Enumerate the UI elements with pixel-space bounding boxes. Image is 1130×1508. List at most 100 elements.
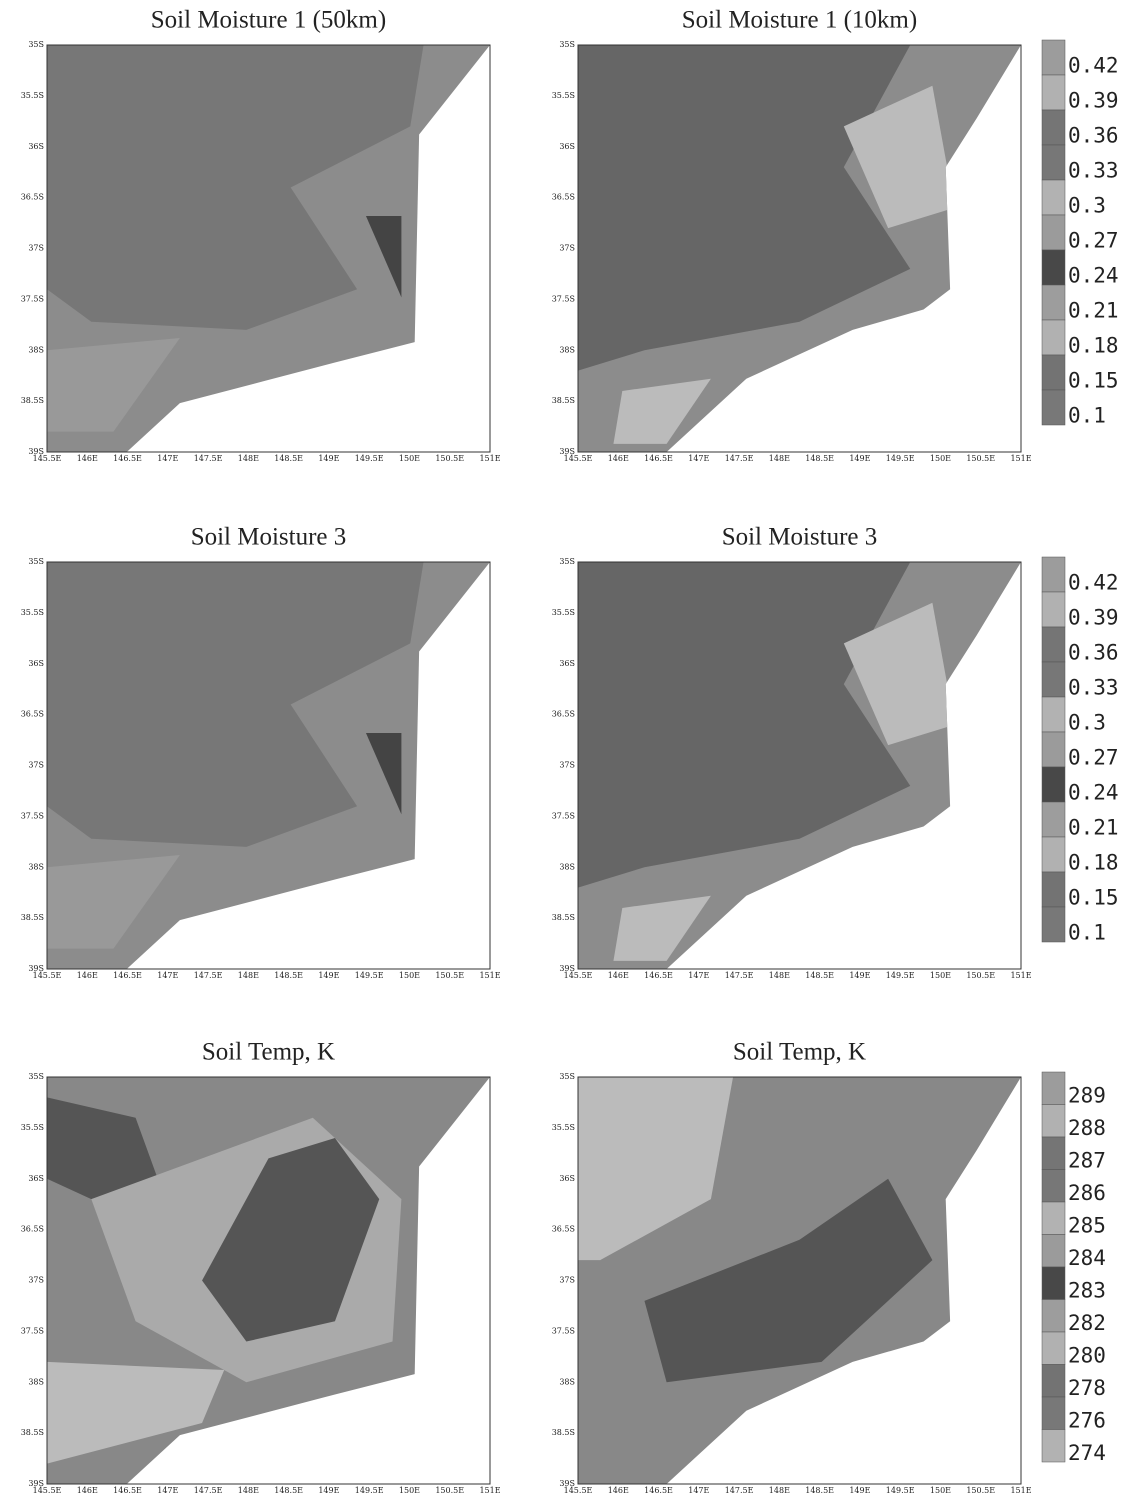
y-tick-label: 38.5S: [552, 396, 575, 405]
x-tick-label: 150.5E: [966, 1486, 995, 1495]
x-tick-label: 149E: [318, 971, 339, 980]
colorbar-label: 288: [1068, 1116, 1106, 1140]
plot-frame: [577, 44, 1022, 453]
x-tick-label: 147E: [688, 1486, 709, 1495]
colorbar-label: 0.33: [1068, 158, 1119, 182]
y-tick-label: 39S: [559, 447, 575, 456]
x-tick-label: 149.5E: [355, 1486, 384, 1495]
colorbar-label: 0.42: [1068, 570, 1119, 594]
y-tick-label: 38S: [28, 862, 44, 871]
y-tick-label: 36.5S: [552, 193, 575, 202]
y-tick-label: 35.5S: [21, 91, 44, 100]
colorbar-label: 284: [1068, 1246, 1106, 1270]
x-tick-label: 148.5E: [805, 971, 834, 980]
colorbar-segment: [1041, 179, 1066, 216]
contours: [47, 1097, 402, 1464]
x-tick-label: 148E: [769, 454, 790, 463]
plot-frame: [577, 561, 1022, 970]
colorbar-segment: [1041, 731, 1066, 768]
y-tick-label: 35.5S: [21, 608, 44, 617]
x-tick-label: 146.5E: [644, 454, 673, 463]
x-tick-label: 146E: [77, 971, 98, 980]
colorbar-segment: [1041, 1364, 1066, 1398]
x-tick-label: 148.5E: [805, 1486, 834, 1495]
contours: [578, 562, 955, 961]
x-tick-label: 146E: [608, 1486, 629, 1495]
y-tick-label: 35.5S: [552, 1123, 575, 1132]
colorbar-label: 0.36: [1068, 123, 1119, 147]
x-tick-label: 148.5E: [805, 454, 834, 463]
colorbar-segment: [1041, 906, 1066, 943]
contour-region: [644, 1178, 933, 1383]
y-tick-label: 36S: [28, 142, 44, 151]
x-tick-label: 148E: [238, 454, 259, 463]
colorbar-label: 0.15: [1068, 885, 1119, 909]
colorbar-segment: [1041, 591, 1066, 628]
y-tick-label: 36.5S: [552, 1225, 575, 1234]
y-tick-label: 36S: [28, 1174, 44, 1183]
x-tick-label: 147.5E: [725, 454, 754, 463]
x-tick-label: 147.5E: [194, 454, 223, 463]
x-tick-label: 148E: [769, 971, 790, 980]
y-tick-label: 35S: [28, 557, 44, 566]
colorbar-label: 276: [1068, 1408, 1106, 1432]
panel-title: Soil Moisture 3: [191, 524, 347, 551]
colorbar-segment: [1041, 626, 1066, 663]
colorbar-segment: [1041, 214, 1066, 251]
x-tick-label: 150E: [930, 454, 951, 463]
y-tick-label: 38.5S: [21, 396, 44, 405]
colorbar-segment: [1041, 1429, 1066, 1463]
y-tick-label: 35S: [559, 557, 575, 566]
x-tick-label: 150.5E: [966, 454, 995, 463]
contour-region: [47, 1361, 225, 1464]
colorbar-label: 0.1: [1068, 920, 1106, 944]
x-tick-label: 145.5E: [33, 1486, 62, 1495]
y-tick-label: 35S: [28, 1072, 44, 1081]
x-tick-label: 149.5E: [886, 454, 915, 463]
contour-region: [843, 85, 955, 229]
y-tick-label: 37S: [559, 1276, 575, 1285]
colorbar-segment: [1041, 836, 1066, 873]
colorbar-segment: [1041, 389, 1066, 426]
panel-title: Soil Temp, K: [733, 1039, 866, 1066]
colorbar-segment: [1041, 1266, 1066, 1300]
colorbar-segment: [1041, 319, 1066, 356]
x-tick-label: 149E: [318, 454, 339, 463]
x-tick-label: 147.5E: [194, 971, 223, 980]
x-tick-label: 149E: [849, 971, 870, 980]
x-tick-label: 145.5E: [33, 971, 62, 980]
x-tick-label: 146.5E: [644, 971, 673, 980]
contours: [47, 45, 424, 432]
y-tick-label: 36S: [559, 659, 575, 668]
x-tick-label: 149E: [849, 454, 870, 463]
colorbar-label: 287: [1068, 1148, 1106, 1172]
colorbar-label: 285: [1068, 1213, 1106, 1237]
colorbar-label: 283: [1068, 1278, 1106, 1302]
x-tick-label: 150E: [399, 1486, 420, 1495]
colorbar-segment: [1041, 1104, 1066, 1138]
colorbar-segment: [1041, 801, 1066, 838]
plot-frame: [46, 561, 491, 970]
colorbar-segment: [1041, 109, 1066, 146]
contour-region: [578, 45, 911, 371]
x-tick-label: 145.5E: [564, 1486, 593, 1495]
x-tick-label: 150.5E: [966, 971, 995, 980]
x-tick-label: 149E: [849, 1486, 870, 1495]
x-tick-label: 148.5E: [274, 1486, 303, 1495]
x-tick-label: 150E: [399, 971, 420, 980]
colorbar-label: 0.27: [1068, 745, 1119, 769]
colorbar-label: 0.27: [1068, 228, 1119, 252]
y-tick-label: 37S: [28, 244, 44, 253]
y-tick-label: 37.5S: [552, 1326, 575, 1335]
y-tick-label: 36.5S: [21, 1225, 44, 1234]
contour-region: [202, 1138, 380, 1342]
x-tick-label: 151E: [479, 971, 500, 980]
y-tick-label: 39S: [559, 1479, 575, 1488]
x-tick-label: 146E: [77, 1486, 98, 1495]
x-tick-label: 150E: [399, 454, 420, 463]
x-tick-label: 148E: [238, 1486, 259, 1495]
plot-frame: [577, 1076, 1022, 1485]
colorbar-label: 0.15: [1068, 368, 1119, 392]
y-tick-label: 39S: [28, 964, 44, 973]
x-tick-label: 151E: [479, 454, 500, 463]
